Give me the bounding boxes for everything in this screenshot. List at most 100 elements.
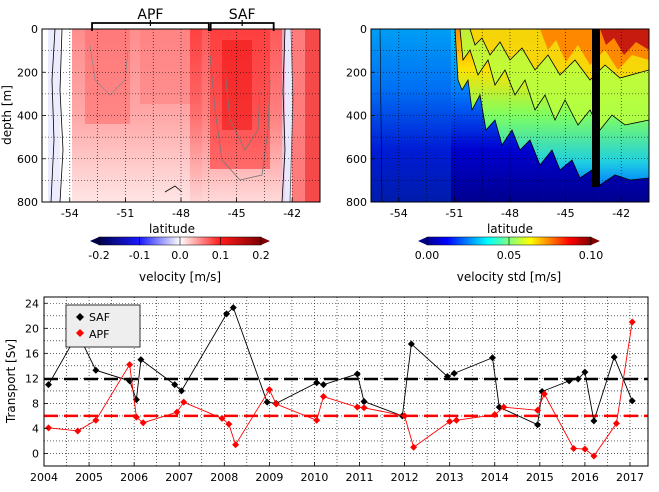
apf-point (74, 427, 82, 435)
y-tick-label: 16 (25, 347, 39, 360)
apf-point (132, 413, 140, 421)
front-label-saf: SAF (229, 7, 256, 23)
saf-point (443, 372, 451, 380)
y-tick-label: 800 (346, 196, 367, 209)
y-tick-label: 600 (346, 153, 367, 166)
x-tick-label: 2011 (346, 471, 374, 484)
x-tick-label: -42 (283, 207, 301, 220)
saf-point (360, 398, 368, 406)
saf-point (313, 379, 321, 387)
colorbar-tick-label: -0.2 (88, 249, 109, 262)
saf-point (319, 381, 327, 389)
x-tick-label: 2017 (616, 471, 644, 484)
transport-legend: SAF APF (65, 304, 141, 348)
saf-point (574, 375, 582, 383)
y-tick-label: 600 (17, 153, 38, 166)
x-tick-label: -45 (228, 207, 246, 220)
y-tick-label: 0 (31, 23, 38, 36)
apf-point (590, 452, 598, 460)
apf-point (139, 419, 147, 427)
velocity-panel: -54 -51 -48 -45 -42 0 200 400 600 800 latitude de… (0, 7, 321, 284)
velocity-std-colorbar: 0.00 0.05 0.10 velocity std [m/s] (415, 236, 604, 284)
apf-point (500, 403, 508, 411)
saf-point (92, 366, 100, 374)
y-tick-label: 200 (17, 66, 38, 79)
apf-point (452, 416, 460, 424)
velocity-colorbar: -0.2 -0.1 0.0 0.1 0.2 velocity [m/s] (88, 236, 270, 284)
velocity-std-x-axis-label: latitude (487, 222, 533, 236)
colorbar-tick-label: 0.05 (497, 249, 522, 262)
saf-point (565, 377, 573, 385)
y-tick-label: 400 (346, 110, 367, 123)
colorbar-tick-label: 0.1 (212, 249, 230, 262)
apf-point (410, 443, 418, 451)
transport-series (45, 304, 636, 460)
y-tick-label: 800 (17, 196, 38, 209)
velocity-std-panel: -54 -51 -48 -45 -42 0 200 400 600 800 latitude 0.… (346, 23, 650, 284)
x-tick-label: 2016 (571, 471, 599, 484)
saf-point (223, 310, 231, 318)
colorbar-tick-label: 0.00 (415, 249, 440, 262)
transport-axis-ticks: 2004 2005 2006 2007 2008 2009 2010 2011 2012 2013… (25, 297, 644, 484)
colorbar-tick-label: 0.10 (579, 249, 604, 262)
velocity-x-axis-label: latitude (149, 222, 195, 236)
saf-point (488, 354, 496, 362)
apf-point (225, 420, 233, 428)
y-tick-label: 20 (25, 322, 39, 335)
y-tick-label: 24 (25, 297, 39, 310)
x-tick-label: -45 (557, 207, 575, 220)
apf-point (401, 412, 409, 420)
saf-point (137, 356, 145, 364)
x-tick-label: -42 (612, 207, 630, 220)
y-tick-label: 400 (17, 110, 38, 123)
x-tick-label: -48 (172, 207, 190, 220)
colorbar-tick-label: -0.1 (129, 249, 150, 262)
y-tick-label: 8 (32, 397, 39, 410)
apf-point (491, 411, 499, 419)
x-tick-label: 2015 (526, 471, 554, 484)
x-tick-label: 2014 (481, 471, 509, 484)
velocity-colorbar-ticks: -0.2 -0.1 0.0 0.1 0.2 (88, 237, 270, 262)
velocity-y-axis-label: depth [m] (0, 85, 14, 145)
x-tick-label: -48 (501, 207, 519, 220)
x-tick-label: -51 (445, 207, 463, 220)
x-tick-label: -51 (116, 207, 134, 220)
apf-point (581, 445, 589, 453)
apf-point (218, 414, 226, 422)
saf-point (263, 398, 271, 406)
saf-point (450, 369, 458, 377)
apf-point (92, 416, 100, 424)
saf-point (45, 381, 53, 389)
apf-point (353, 403, 361, 411)
apf-point (232, 441, 240, 449)
apf-point (612, 419, 620, 427)
transport-gridlines (43, 297, 648, 467)
x-tick-label: 2010 (300, 471, 328, 484)
velocity-colorbar-label: velocity [m/s] (139, 270, 221, 284)
apf-point (628, 318, 636, 326)
saf-point (353, 370, 361, 378)
colorbar-tick-label: 0.0 (171, 249, 189, 262)
apf-point (570, 444, 578, 452)
y-tick-label: 200 (346, 66, 367, 79)
front-brackets: APF SAF (91, 7, 275, 31)
y-tick-label: 12 (25, 372, 39, 385)
apf-point (173, 408, 181, 416)
saf-point (534, 421, 542, 429)
x-tick-label: -54 (390, 207, 408, 220)
x-tick-label: 2006 (120, 471, 148, 484)
x-tick-label: -54 (61, 207, 79, 220)
velocity-std-colorbar-ticks: 0.00 0.05 0.10 (415, 237, 604, 262)
legend-apf-label: APF (89, 328, 110, 341)
legend-saf-marker (76, 313, 84, 321)
colorbar-tick-label: 0.2 (252, 249, 270, 262)
y-tick-label: 4 (32, 422, 39, 435)
x-tick-label: 2013 (436, 471, 464, 484)
saf-point (177, 387, 185, 395)
apf-point (319, 393, 327, 401)
saf-point (610, 353, 618, 361)
x-tick-label: 2004 (30, 471, 58, 484)
saf-point (590, 417, 598, 425)
legend-apf-marker (76, 329, 84, 337)
